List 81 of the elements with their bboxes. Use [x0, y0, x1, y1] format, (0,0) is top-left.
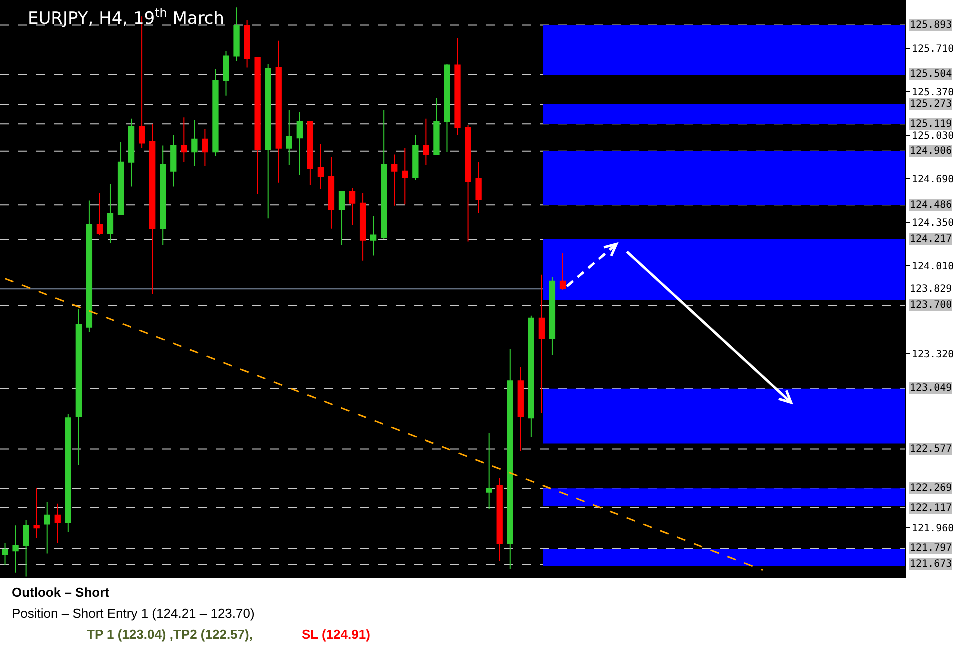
text: TP 1 (123.04) ,TP2 (122.57),: [87, 627, 253, 642]
candlestick: [265, 63, 272, 220]
candlestick: [307, 120, 314, 186]
ref-line-label: 122.269: [910, 483, 952, 494]
ref-line-label: 123.829: [910, 284, 952, 295]
candlestick: [476, 162, 482, 214]
candlestick: [12, 525, 19, 574]
y-tick-label: 125.370: [912, 88, 954, 99]
candlestick: [170, 135, 177, 188]
candlestick: [34, 488, 40, 539]
candlestick: [107, 184, 114, 244]
y-tick-label: 124.690: [912, 174, 954, 186]
candlestick: [118, 141, 124, 216]
candlestick: [202, 128, 208, 167]
candlestick: [54, 503, 61, 544]
candlestick: [496, 478, 503, 562]
candlestick: [76, 308, 82, 466]
candlestick: [549, 276, 556, 356]
candlestick: [507, 348, 514, 570]
candlestick: [223, 50, 230, 96]
candlestick: [96, 192, 104, 236]
ref-line-label: 122.577: [910, 444, 952, 455]
candlestick: [234, 7, 240, 62]
ref-line-label: 122.117: [910, 503, 952, 514]
y-tick-label: 125.710: [912, 44, 954, 56]
candlestick: [454, 38, 461, 136]
candlestick: [412, 135, 419, 181]
y-tick-label: 124.010: [912, 261, 954, 272]
ref-line-label: 123.049: [910, 383, 952, 394]
candlestick: [392, 154, 398, 206]
ref-line-label: 124.906: [910, 146, 952, 157]
ref-line-label: 121.673: [910, 559, 952, 570]
candlestick: [434, 98, 440, 156]
text: EURJPY, H4, 19$^{th}$ March: [28, 6, 225, 30]
text: SL (124.91): [302, 627, 370, 642]
candlestick: [23, 520, 30, 578]
y-tick-label: 124.350: [912, 218, 954, 229]
text: Outlook – Short: [12, 585, 110, 600]
ref-line-label: 121.797: [910, 543, 952, 554]
candlestick: [44, 502, 50, 554]
candlestick: [328, 156, 335, 230]
text: Position – Short Entry 1 (124.21 – 123.70): [12, 606, 255, 621]
y-tick-label: 121.960: [912, 524, 954, 535]
candlestick: [296, 112, 303, 176]
candlestick: [276, 40, 282, 184]
candlestick: [150, 124, 156, 295]
candlestick: [560, 252, 566, 291]
candlestick: [402, 148, 408, 206]
candlestick: [444, 63, 450, 153]
candlestick: [423, 118, 430, 166]
candlestick: [181, 117, 188, 163]
ref-line-label: 124.486: [910, 200, 952, 211]
y-tick-label: 123.320: [912, 350, 954, 361]
ref-line-label: 124.217: [910, 234, 952, 245]
ref-line-label: 123.700: [910, 300, 952, 311]
ref-line-label: 125.273: [910, 99, 952, 110]
candlestick: [338, 191, 346, 246]
candlestick: [160, 145, 166, 246]
candlestick: [538, 274, 546, 414]
candlestick: [318, 144, 324, 190]
ref-line-label: 125.504: [910, 69, 952, 80]
candlestick: [486, 433, 492, 510]
candlestick: [518, 366, 524, 452]
candlestick: [128, 118, 135, 188]
candlestick: [349, 187, 356, 226]
candlestick: [212, 68, 219, 157]
candlestick: [370, 216, 377, 256]
candlestick: [192, 120, 198, 167]
candlestick: [360, 192, 366, 262]
y-tick-label: 125.030: [912, 131, 954, 142]
candlestick: [254, 57, 261, 195]
ref-line-label: 125.119: [910, 119, 952, 130]
ref-line-label: 125.893: [910, 20, 952, 31]
candlestick: [244, 20, 250, 68]
candlestick: [86, 200, 93, 333]
candlestick: [65, 414, 72, 532]
candlestick: [286, 109, 292, 166]
candlestick: [528, 315, 534, 438]
candlestick: [381, 109, 388, 240]
candlestick: [2, 542, 8, 566]
candlestick: [465, 124, 472, 242]
